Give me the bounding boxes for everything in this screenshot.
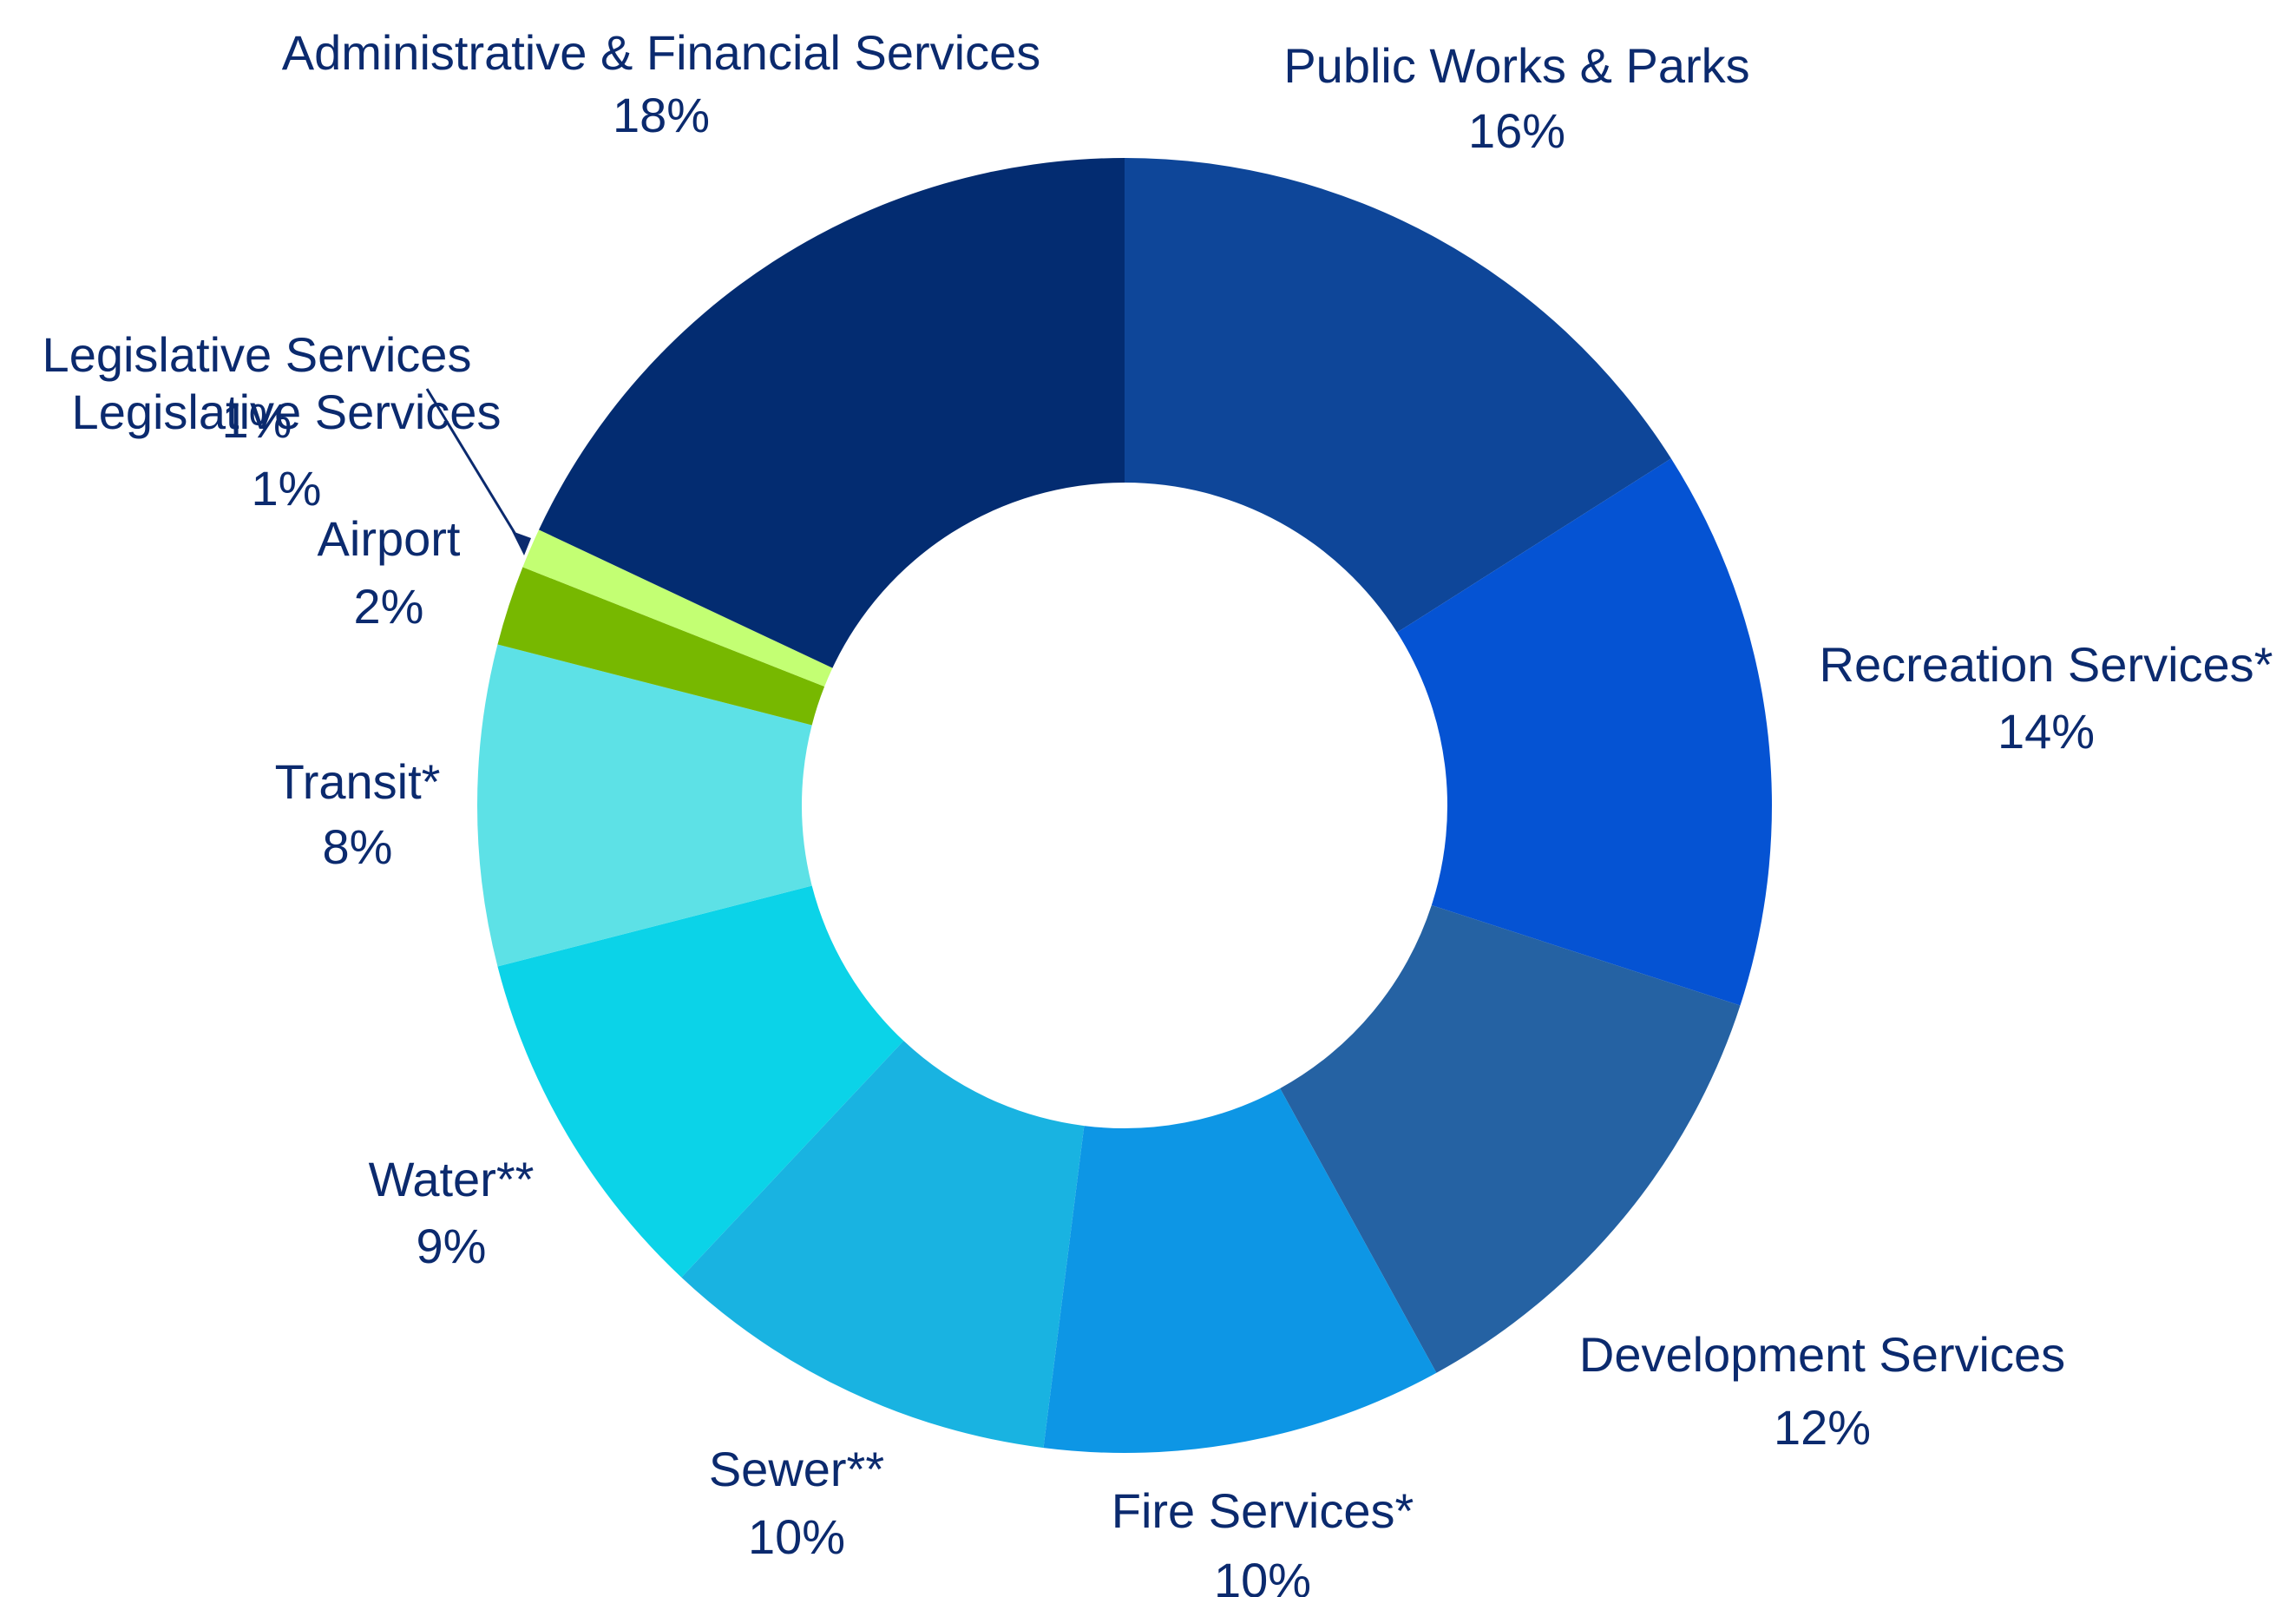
leader-arrowhead (512, 531, 531, 555)
slice-label-name: Administrative & Financial Services (282, 25, 1041, 80)
slice-label-percent: 1% (222, 393, 292, 448)
slice-fire-services (1043, 1088, 1437, 1453)
slice-label-name: Fire Services* (1112, 1483, 1414, 1538)
slice-sewer (681, 1041, 1085, 1449)
slice-label-percent: 16% (1468, 103, 1565, 158)
slice-label-name: Public Works & Parks (1283, 38, 1749, 93)
slice-water (497, 885, 904, 1278)
slice-administrative-financial-services (538, 158, 1125, 668)
slice-airport (497, 567, 825, 726)
slice-label-percent: 12% (1774, 1400, 1871, 1455)
slice-label-name: Airport (318, 511, 461, 566)
slice-labels: Public Works & Parks 16% Recreation Servic… (43, 25, 2273, 1597)
slice-transit (477, 644, 812, 967)
duplicate-label-name: Legislative Services (72, 384, 502, 439)
slice-label-percent: 10% (748, 1509, 845, 1564)
slice-public-works-parks (1125, 158, 1671, 633)
slice-label-percent: 18% (613, 88, 710, 142)
slice-development-services (1280, 904, 1741, 1373)
leader-line (425, 388, 526, 549)
slice-label-percent: 8% (323, 819, 393, 874)
slice-label-name: Development Services (1579, 1327, 2065, 1382)
slice-label-name: Recreation Services* (1820, 637, 2273, 692)
duplicate-label-percent: 1% (252, 461, 322, 516)
slice-legislative-services (522, 529, 833, 687)
slice-recreation-services (1397, 458, 1773, 1006)
slice-label-percent: 10% (1214, 1553, 1311, 1597)
slice-label-percent: 14% (1998, 704, 2095, 759)
slice-label-name: Sewer** (709, 1442, 884, 1496)
slice-label-name: Legislative Services (43, 327, 472, 382)
slice-label-name: Transit* (275, 754, 441, 809)
slice-label-percent: 9% (417, 1219, 487, 1273)
slice-label-percent: 2% (354, 579, 424, 634)
slice-label-name: Water** (369, 1152, 535, 1206)
donut-slices (477, 158, 1773, 1453)
